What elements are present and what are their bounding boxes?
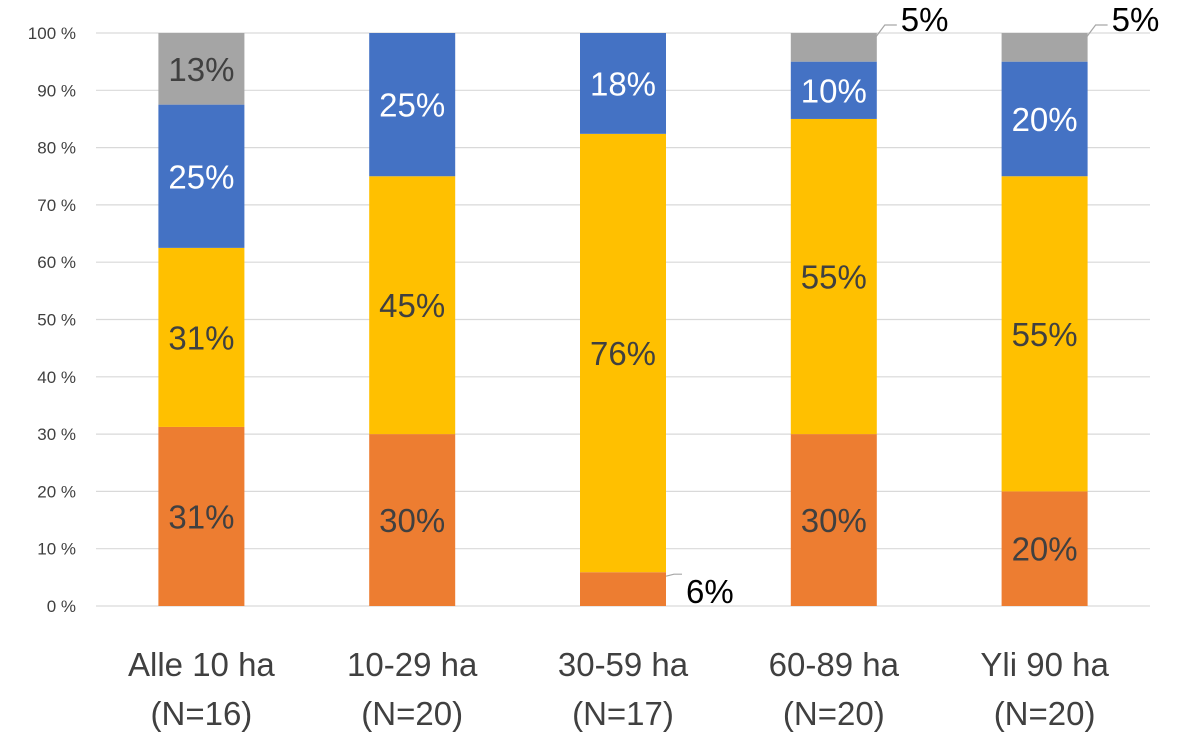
- y-tick-label: 20 %: [37, 482, 76, 501]
- bar-segment: [369, 434, 456, 606]
- x-category-label: Alle 10 ha: [128, 646, 275, 683]
- data-label: 25%: [168, 158, 234, 195]
- data-labels: 31% 31% 25% 13% 30% 45% 25% 6% 76% 18% 30% 55% 10% 5%…: [168, 1, 1159, 610]
- x-category-label: (N=16): [151, 695, 253, 732]
- data-label: 45%: [379, 287, 445, 324]
- bar-segment: [1001, 33, 1088, 62]
- leader-line: [872, 24, 897, 42]
- leader-line: [665, 573, 682, 577]
- x-category-label: 30-59 ha: [558, 646, 689, 683]
- y-tick-label: 100 %: [28, 24, 76, 43]
- data-label: 30%: [801, 502, 867, 539]
- bar-segment: [158, 104, 245, 248]
- y-tick-label: 70 %: [37, 196, 76, 215]
- data-label: 20%: [1012, 531, 1078, 568]
- y-tick-label: 30 %: [37, 425, 76, 444]
- bar-segment: [1001, 491, 1088, 606]
- y-axis-tick-labels: 0 % 10 % 20 % 30 % 40 % 50 % 60 % 70 % 80 % 90 % 1…: [28, 24, 76, 616]
- bar-segment: [790, 434, 877, 606]
- data-label: 30%: [379, 502, 445, 539]
- data-label: 76%: [590, 335, 656, 372]
- bar-segment: [1001, 61, 1088, 177]
- leader-lines: [665, 24, 1108, 577]
- x-category-label: (N=17): [572, 695, 674, 732]
- bar-segment: [790, 118, 877, 435]
- data-label: 20%: [1012, 101, 1078, 138]
- bar-segment: [580, 133, 666, 573]
- data-label: 55%: [1012, 316, 1078, 353]
- x-category-label: 60-89 ha: [769, 646, 900, 683]
- bar-segment: [790, 61, 877, 119]
- bar-segment: [790, 33, 877, 62]
- data-label: 31%: [168, 319, 234, 356]
- leader-line: [1083, 24, 1108, 42]
- bar-segment: [369, 176, 456, 435]
- y-tick-label: 50 %: [37, 311, 76, 330]
- y-tick-label: 10 %: [37, 540, 76, 559]
- y-tick-label: 60 %: [37, 253, 76, 272]
- bar-segment: [158, 33, 245, 105]
- bar-segment: [1001, 176, 1088, 492]
- y-tick-label: 0 %: [47, 597, 76, 616]
- data-label: 5%: [1112, 1, 1160, 38]
- data-label: 6%: [686, 573, 734, 610]
- x-category-label: (N=20): [783, 695, 885, 732]
- bar-segment: [580, 572, 666, 606]
- bar-segment: [158, 426, 245, 606]
- x-category-label: Yli 90 ha: [980, 646, 1109, 683]
- data-label: 10%: [801, 72, 867, 109]
- data-label: 5%: [901, 1, 949, 38]
- bar-segment: [580, 33, 666, 134]
- bar-segment: [369, 33, 456, 177]
- y-tick-label: 40 %: [37, 368, 76, 387]
- data-label: 18%: [590, 65, 656, 102]
- x-axis-category-labels: Alle 10 ha (N=16) 10-29 ha (N=20) 30-59 ha (N…: [128, 646, 1109, 732]
- y-tick-label: 90 %: [37, 81, 76, 100]
- data-label: 55%: [801, 259, 867, 296]
- bars: [158, 33, 1088, 606]
- data-label: 13%: [168, 51, 234, 88]
- x-category-label: 10-29 ha: [347, 646, 478, 683]
- data-label: 31%: [168, 498, 234, 535]
- bar-segment: [158, 247, 245, 427]
- data-label: 25%: [379, 87, 445, 124]
- x-category-label: (N=20): [994, 695, 1096, 732]
- y-tick-label: 80 %: [37, 139, 76, 158]
- x-category-label: (N=20): [361, 695, 463, 732]
